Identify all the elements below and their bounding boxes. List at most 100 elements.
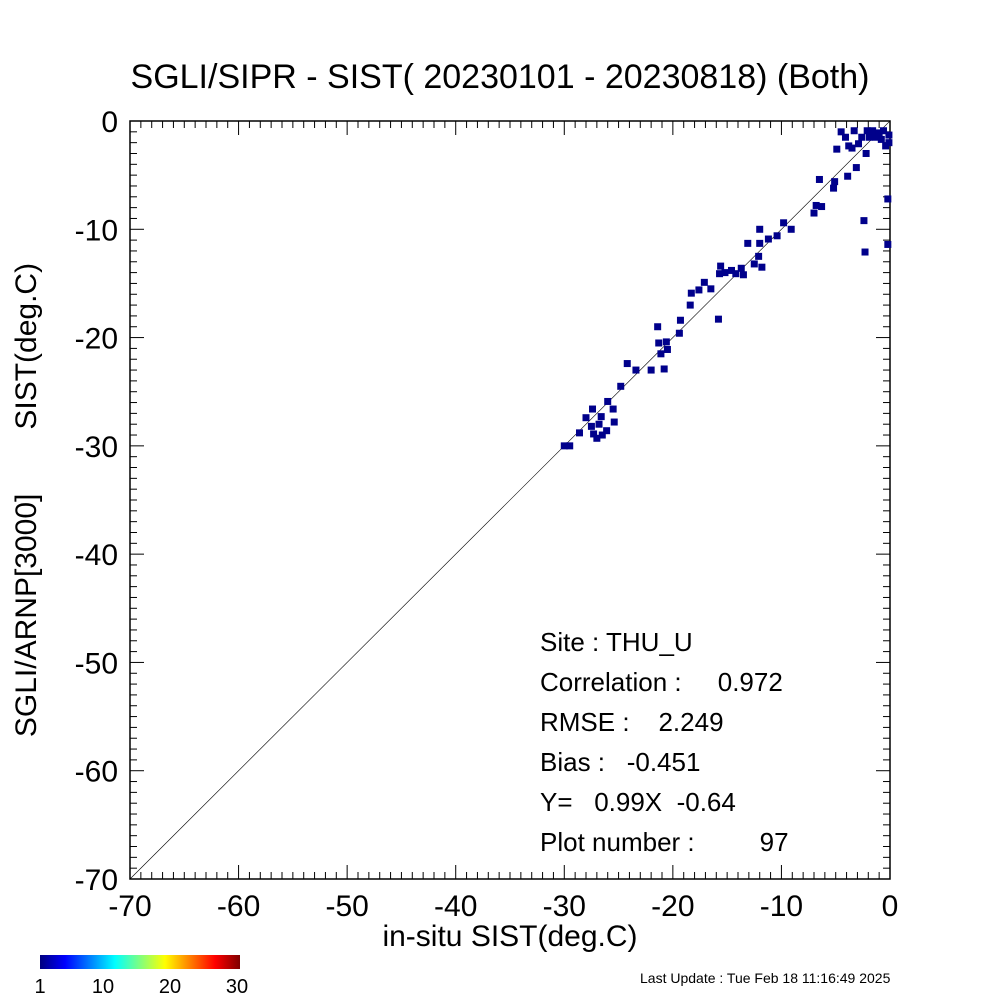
data-point [686,301,694,309]
y-axis-label: SGLI/ARNP[3000] SIST(deg.C) [10,120,46,880]
data-point [589,405,597,413]
data-point [858,133,866,141]
last-update-text: Last Update : Tue Feb 18 11:16:49 2025 [640,970,891,986]
data-point [582,414,590,422]
data-point [590,430,598,438]
data-point [662,338,670,346]
data-point [727,266,735,274]
data-point [632,366,640,374]
y-axis-label-part-1: SGLI/ARNP[3000] [10,493,43,738]
data-point [654,323,662,331]
data-point [773,232,781,240]
data-point [877,135,885,143]
chart-title: SGLI/SIPR - SIST( 20230101 - 20230818) (… [130,58,870,96]
data-point [787,225,795,233]
data-point [687,289,695,297]
data-point [655,339,663,347]
data-point [860,217,868,225]
x-tick-label: -60 [217,890,260,923]
data-point [732,270,740,278]
data-point [598,431,606,439]
data-point [852,164,860,172]
data-point [833,145,841,153]
data-point [739,271,747,279]
data-point [758,263,766,271]
data-point [885,131,893,139]
data-point [575,429,583,437]
x-tick-label: -30 [543,890,586,923]
x-axis-label: in-situ SIST(deg.C) [382,920,638,953]
colorbar-tick: 20 [158,976,182,998]
data-point [875,129,883,137]
data-point [721,269,729,277]
data-point [872,133,880,141]
data-point [830,184,838,192]
data-point [716,270,724,278]
data-point [695,286,703,294]
colorbar-tick: 10 [91,976,115,998]
y-tick-label: -70 [75,864,118,897]
x-tick-label: -50 [325,890,368,923]
data-point [810,209,818,217]
stat-site: Site : THU_U [540,627,693,657]
y-tick-label: -40 [75,539,118,572]
data-point [764,235,772,243]
colorbar-tick: 30 [225,976,249,998]
data-point [885,139,893,147]
y-tick-label: -30 [75,431,118,464]
data-point [560,442,568,450]
data-point [884,195,892,203]
data-point [647,366,655,374]
x-tick-label: 0 [882,890,899,923]
stats-box: Site : THU_U Correlation : 0.972 RMSE : … [540,622,789,862]
data-point [623,360,631,368]
data-point [756,239,764,247]
data-point [850,127,858,135]
y-tick-label: -20 [75,323,118,356]
data-point [884,240,892,248]
y-tick-label: -50 [75,647,118,680]
data-point [676,316,684,324]
y-tick-label: -10 [75,214,118,247]
data-point [587,422,595,430]
y-tick-label: -60 [75,756,118,789]
data-point [844,172,852,180]
y-axis-label-part-2: SIST(deg.C) [10,262,43,430]
data-point [657,350,665,358]
data-point [831,178,839,186]
data-point [714,315,722,323]
stat-correlation: Correlation : 0.972 [540,667,783,697]
data-point [660,365,668,373]
stat-rmse: RMSE : 2.249 [540,707,724,737]
data-point [595,420,603,428]
data-point [604,397,612,405]
x-tick-label: -70 [108,890,151,923]
data-point [869,127,877,135]
data-point [597,413,605,421]
data-point [750,260,758,268]
data-point [593,434,601,442]
data-point [861,248,869,256]
data-point [744,239,752,247]
data-point [617,382,625,390]
x-tick-label: -40 [434,890,477,923]
stat-bias: Bias : -0.451 [540,747,701,777]
data-point [603,427,611,435]
data-point [566,442,574,450]
data-point [707,285,715,293]
data-point [700,278,708,286]
stat-fit: Y= 0.99X -0.64 [540,787,736,817]
data-point [663,345,671,353]
data-point [879,127,887,135]
data-point [609,405,617,413]
x-tick-label: -20 [651,890,694,923]
data-point [848,144,856,152]
data-point [737,264,745,272]
x-tick-label: -10 [760,890,803,923]
data-point [815,175,823,183]
data-point [855,140,863,148]
data-point [717,262,725,270]
data-point [812,201,820,209]
data-point [675,329,683,337]
